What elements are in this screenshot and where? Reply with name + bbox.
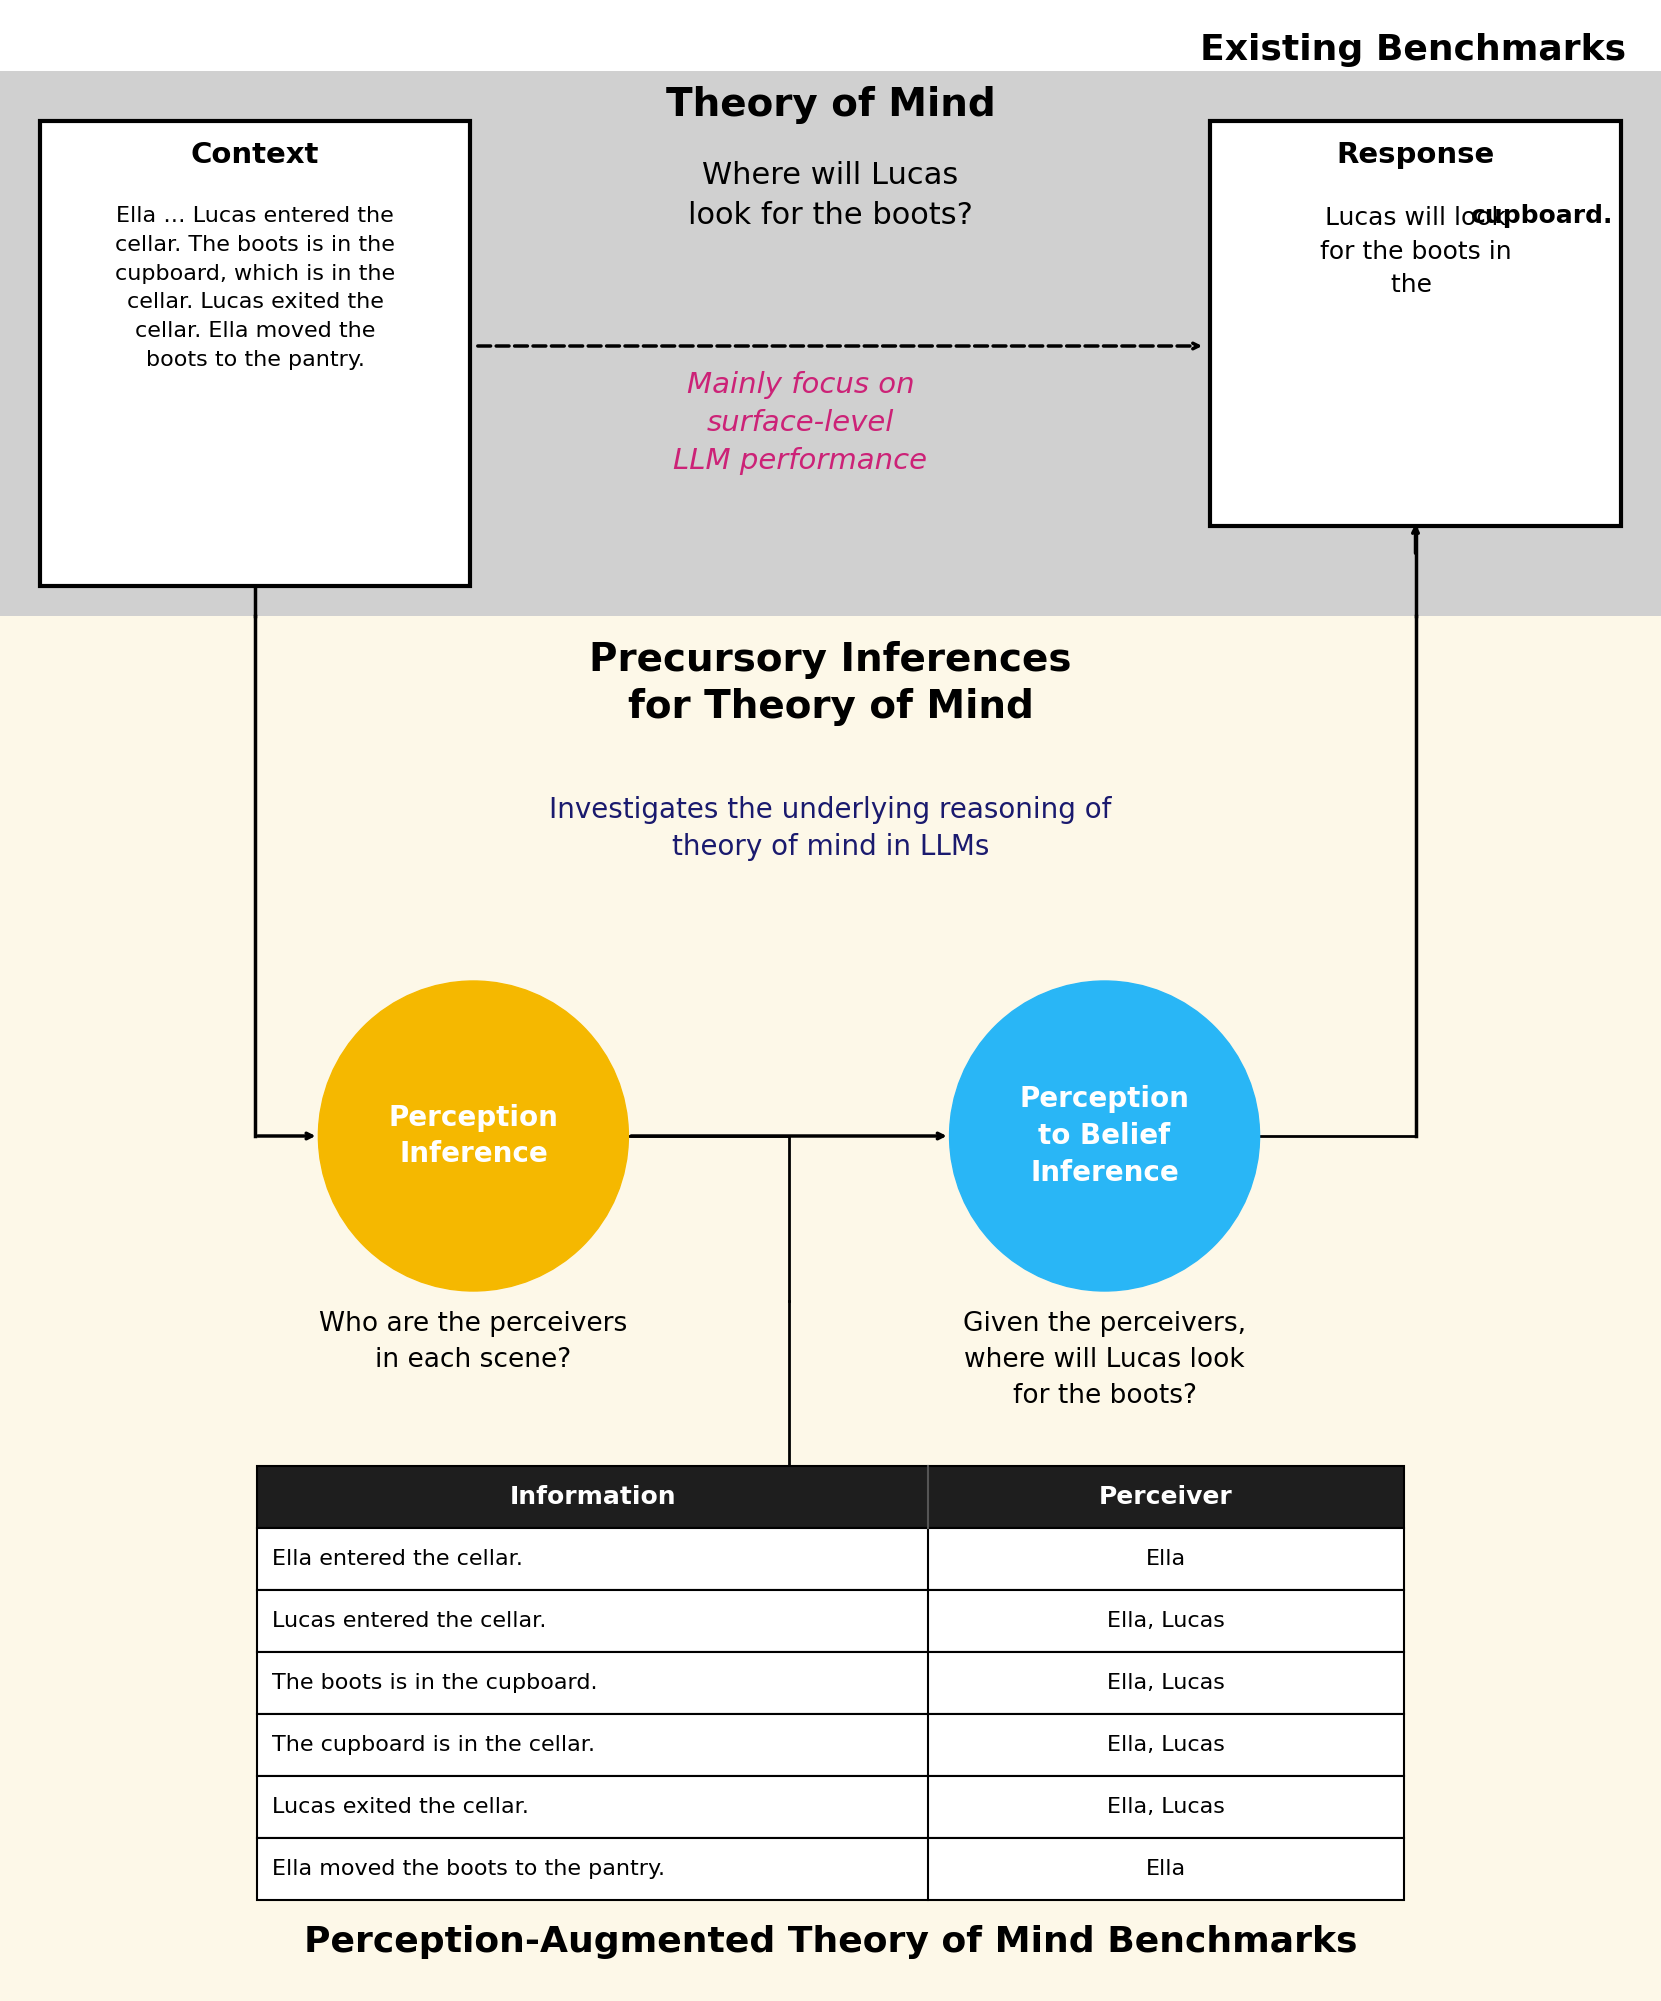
Text: Where will Lucas
look for the boots?: Where will Lucas look for the boots? — [688, 160, 973, 230]
Text: Perceiver: Perceiver — [1100, 1485, 1232, 1509]
Text: Ella, Lucas: Ella, Lucas — [1106, 1673, 1224, 1693]
Text: Who are the perceivers
in each scene?: Who are the perceivers in each scene? — [319, 1311, 628, 1373]
Text: The boots is in the cupboard.: The boots is in the cupboard. — [272, 1673, 598, 1693]
FancyBboxPatch shape — [40, 120, 470, 586]
Bar — [257, 1591, 1404, 1653]
FancyBboxPatch shape — [1209, 120, 1621, 526]
Text: Ella entered the cellar.: Ella entered the cellar. — [272, 1549, 523, 1569]
Circle shape — [319, 980, 628, 1291]
Text: Perception-Augmented Theory of Mind Benchmarks: Perception-Augmented Theory of Mind Benc… — [304, 1925, 1357, 1959]
Bar — [257, 1653, 1404, 1715]
Text: Ella … Lucas entered the
cellar. The boots is in the
cupboard, which is in the
c: Ella … Lucas entered the cellar. The boo… — [115, 206, 395, 370]
Text: Perception
Inference: Perception Inference — [389, 1105, 558, 1169]
Text: cupboard.: cupboard. — [1470, 204, 1613, 228]
Bar — [257, 1839, 1404, 1901]
Text: Ella, Lucas: Ella, Lucas — [1106, 1797, 1224, 1817]
Text: Perception
to Belief
Inference: Perception to Belief Inference — [1020, 1085, 1189, 1187]
Bar — [257, 1529, 1404, 1591]
Text: Precursory Inferences
for Theory of Mind: Precursory Inferences for Theory of Mind — [590, 640, 1071, 726]
Bar — [257, 1715, 1404, 1777]
Text: Ella moved the boots to the pantry.: Ella moved the boots to the pantry. — [272, 1859, 666, 1879]
Text: Lucas exited the cellar.: Lucas exited the cellar. — [272, 1797, 530, 1817]
Text: Information: Information — [510, 1485, 676, 1509]
Text: Existing Benchmarks: Existing Benchmarks — [1199, 32, 1626, 66]
Bar — [257, 1777, 1404, 1839]
Text: The cupboard is in the cellar.: The cupboard is in the cellar. — [272, 1735, 595, 1755]
Text: Ella: Ella — [1146, 1549, 1186, 1569]
Bar — [0, 0, 1661, 70]
Text: Given the perceivers,
where will Lucas look
for the boots?: Given the perceivers, where will Lucas l… — [963, 1311, 1246, 1409]
Text: Context: Context — [191, 140, 319, 168]
Text: Investigates the underlying reasoning of
theory of mind in LLMs: Investigates the underlying reasoning of… — [550, 796, 1111, 860]
Circle shape — [950, 980, 1259, 1291]
Text: Lucas will look
for the boots in
the: Lucas will look for the boots in the — [1320, 206, 1512, 296]
Bar — [0, 616, 1661, 2001]
Text: Ella, Lucas: Ella, Lucas — [1106, 1735, 1224, 1755]
Text: Ella, Lucas: Ella, Lucas — [1106, 1611, 1224, 1631]
Text: Theory of Mind: Theory of Mind — [666, 86, 995, 124]
Text: Ella: Ella — [1146, 1859, 1186, 1879]
Bar — [0, 70, 1661, 616]
Text: Response: Response — [1337, 140, 1495, 168]
Text: Lucas entered the cellar.: Lucas entered the cellar. — [272, 1611, 546, 1631]
Text: Mainly focus on
surface-level
LLM performance: Mainly focus on surface-level LLM perfor… — [673, 370, 927, 474]
Bar — [257, 1467, 1404, 1529]
